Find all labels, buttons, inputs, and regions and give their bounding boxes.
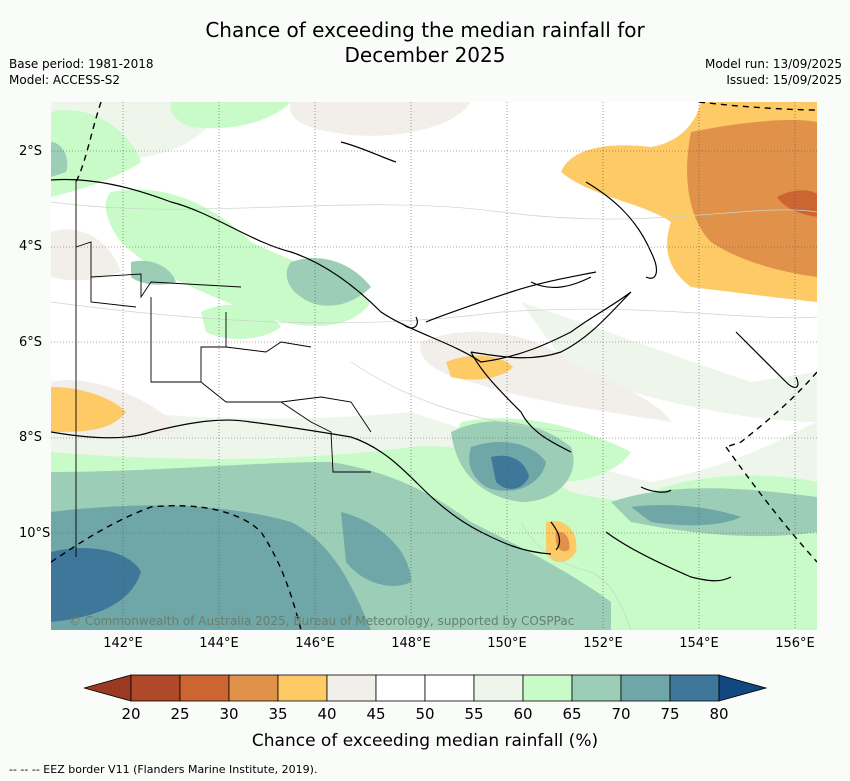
lon-tick: 156°E xyxy=(775,636,815,651)
colorbar-tick: 55 xyxy=(464,705,484,723)
colorbar-tick: 20 xyxy=(121,705,141,723)
lon-tick: 150°E xyxy=(487,636,527,651)
chart-title: Chance of exceeding the median rainfall … xyxy=(0,18,850,68)
colorbar-segment xyxy=(522,674,573,702)
run-info: Model run: 13/09/2025 Issued: 15/09/2025 xyxy=(705,56,842,88)
issued-date: Issued: 15/09/2025 xyxy=(726,73,842,87)
colorbar-tick: 65 xyxy=(562,705,582,723)
colorbar-segment xyxy=(571,674,622,702)
lon-tick: 148°E xyxy=(391,636,431,651)
lat-tick: 10°S xyxy=(19,526,51,541)
colorbar-tick: 80 xyxy=(709,705,729,723)
colorbar-tick: 35 xyxy=(268,705,288,723)
colorbar-segment xyxy=(473,674,524,702)
graticule xyxy=(51,102,817,630)
colorbar-over-arrow xyxy=(718,674,768,702)
colorbar-tick: 30 xyxy=(219,705,239,723)
colorbar-tick: 45 xyxy=(366,705,386,723)
colorbar-segment xyxy=(277,674,328,702)
title-line-1: Chance of exceeding the median rainfall … xyxy=(205,18,645,42)
borders xyxy=(75,180,372,557)
lat-tick: 8°S xyxy=(19,430,43,445)
lon-tick: 144°E xyxy=(199,636,239,651)
colorbar-segment xyxy=(620,674,671,702)
model-name: Model: ACCESS-S2 xyxy=(9,73,121,87)
lat-tick: 2°S xyxy=(19,144,43,159)
colorbar-segment xyxy=(179,674,230,702)
colorbar-tick: 25 xyxy=(170,705,190,723)
model-run: Model run: 13/09/2025 xyxy=(704,57,842,71)
zone-75-80 xyxy=(51,455,529,622)
colorbar-segment xyxy=(326,674,377,702)
eez-footnote: -- -- -- EEZ border V11 (Flanders Marine… xyxy=(9,763,318,776)
title-line-2: December 2025 xyxy=(344,43,506,67)
coastlines xyxy=(51,141,799,582)
colorbar-tick: 70 xyxy=(611,705,631,723)
zone-25-30 xyxy=(777,190,817,217)
colorbar-segment xyxy=(228,674,279,702)
colorbar-tick: 60 xyxy=(513,705,533,723)
colorbar-tick: 40 xyxy=(317,705,337,723)
colorbar xyxy=(84,674,768,702)
base-info: Base period: 1981-2018 Model: ACCESS-S2 xyxy=(9,56,154,88)
eez-border xyxy=(51,102,817,630)
colorbar-segment xyxy=(669,674,720,702)
colorbar-under-arrow xyxy=(84,674,132,702)
lat-tick: 6°S xyxy=(19,335,43,350)
contour-lines xyxy=(51,201,817,630)
lon-tick: 152°E xyxy=(583,636,623,651)
colorbar-label: Chance of exceeding median rainfall (%) xyxy=(251,731,599,751)
colorbar-tick: 75 xyxy=(660,705,680,723)
colorbar-segment xyxy=(130,674,181,702)
colorbar-tick: 50 xyxy=(415,705,435,723)
lat-tick: 4°S xyxy=(19,239,43,254)
colorbar-segments xyxy=(130,674,720,702)
colorbar-segment xyxy=(375,674,426,702)
base-period: Base period: 1981-2018 xyxy=(9,57,154,71)
colorbar-segment xyxy=(424,674,475,702)
rainfall-map: © Commonwealth of Australia 2025, Bureau… xyxy=(51,102,817,630)
lon-tick: 142°E xyxy=(103,636,143,651)
zone-70-75 xyxy=(51,442,741,630)
lon-tick: 154°E xyxy=(679,636,719,651)
lon-tick: 146°E xyxy=(295,636,335,651)
copyright-text: © Commonwealth of Australia 2025, Bureau… xyxy=(69,614,574,628)
